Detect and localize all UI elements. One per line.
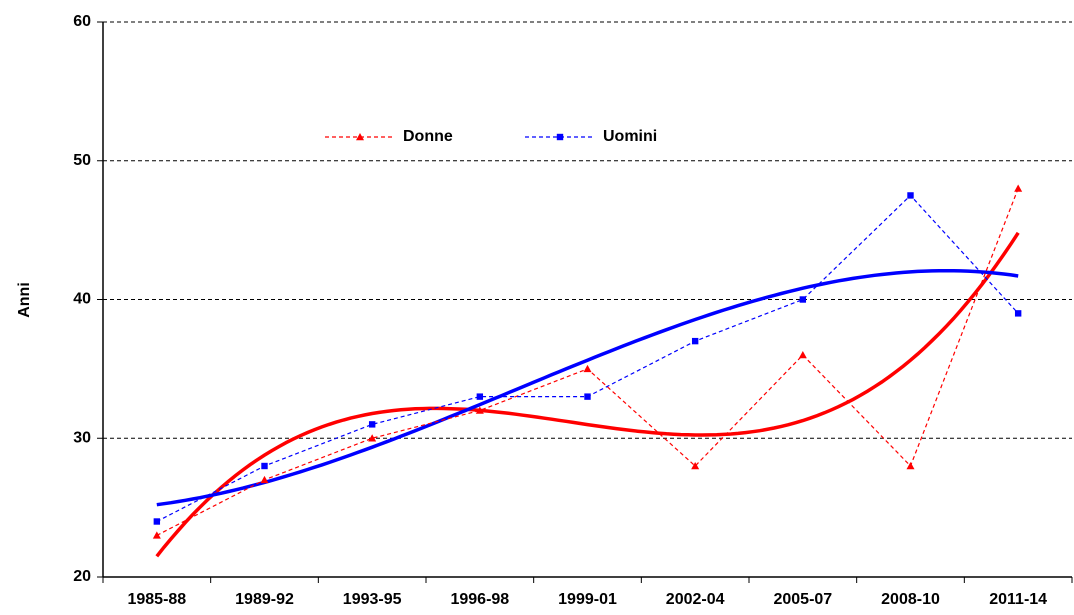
marker (476, 393, 484, 400)
trendline (156, 268, 1019, 507)
marker (260, 475, 269, 484)
x-tick-label: 1985-88 (127, 591, 186, 608)
marker (261, 462, 268, 470)
marker (356, 133, 364, 141)
legend-label: Uomini (603, 128, 657, 145)
x-tick-label: 2005-07 (773, 591, 832, 608)
marker (691, 337, 699, 345)
marker (583, 364, 592, 373)
x-tick-label: 1999-01 (558, 591, 617, 608)
y-tick-label: 60 (73, 13, 91, 30)
marker (584, 393, 591, 400)
trendline (155, 231, 1020, 558)
marker (691, 462, 700, 470)
marker (556, 133, 564, 141)
marker (798, 351, 807, 359)
y-tick-label: 30 (73, 429, 91, 446)
marker (368, 434, 377, 442)
marker (152, 531, 161, 539)
marker (799, 296, 807, 303)
x-tick-label: 1989-92 (235, 591, 294, 608)
marker (475, 406, 484, 414)
marker (907, 192, 914, 199)
marker (1014, 184, 1023, 192)
y-tick-label: 40 (73, 291, 91, 308)
marker (1014, 310, 1022, 317)
x-tick-label: 1996-98 (450, 591, 509, 608)
marker (368, 421, 376, 428)
y-tick-label: 20 (73, 568, 91, 585)
y-axis-label: Anni (16, 282, 33, 318)
x-tick-label: 2011-14 (989, 591, 1047, 608)
x-tick-label: 2002-04 (666, 591, 725, 608)
marker (906, 462, 915, 470)
y-tick-label: 50 (73, 152, 91, 169)
x-tick-label: 1993-95 (343, 591, 402, 608)
legend-label: Donne (403, 128, 453, 145)
x-tick-label: 2008-10 (881, 591, 940, 608)
marker (153, 518, 161, 525)
